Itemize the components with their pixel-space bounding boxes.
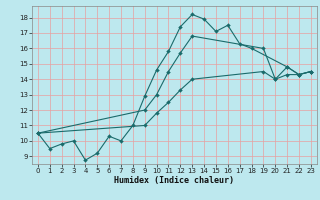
X-axis label: Humidex (Indice chaleur): Humidex (Indice chaleur) bbox=[115, 176, 234, 185]
